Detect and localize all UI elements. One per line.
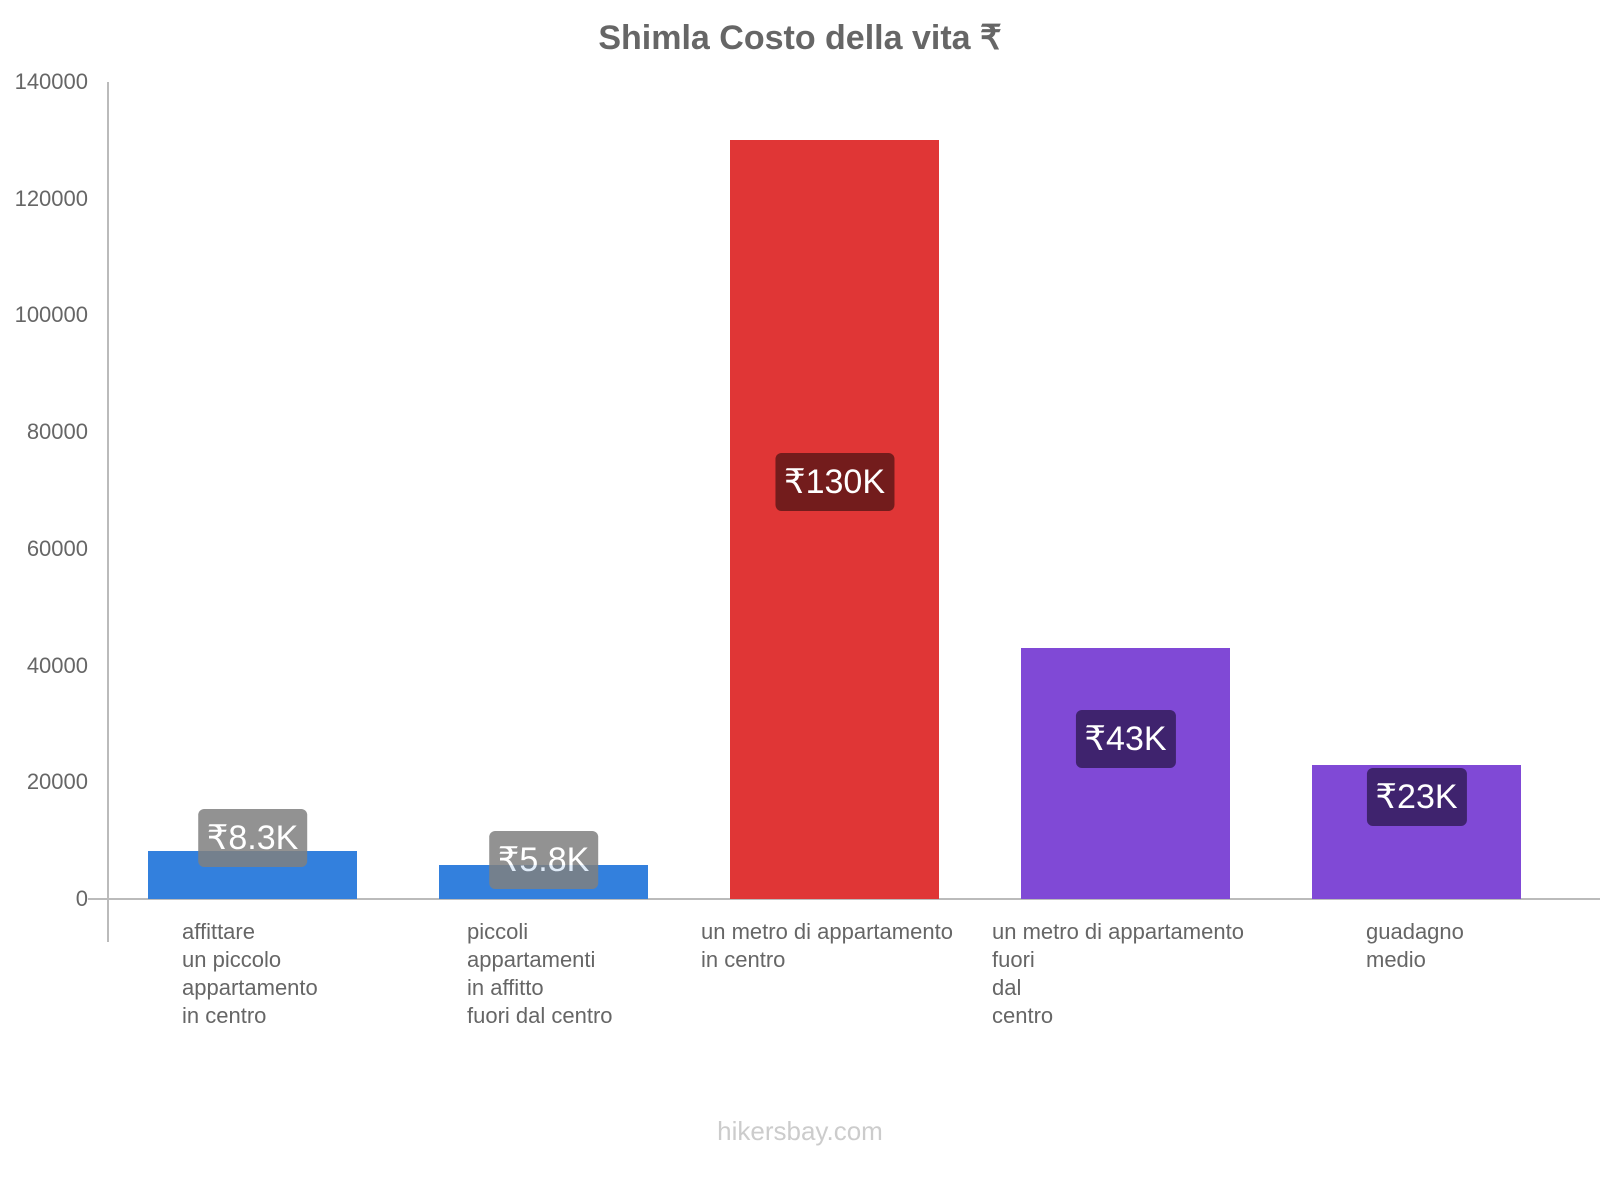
value-label: ₹5.8K <box>488 831 599 890</box>
value-label: ₹130K <box>774 453 895 511</box>
value-label: ₹43K <box>1075 710 1176 768</box>
y-tick-label: 100000 <box>14 302 88 327</box>
y-tick-label: 120000 <box>14 186 88 211</box>
chart-title: Shimla Costo della vita ₹ <box>598 19 1002 57</box>
x-category-label: guadagno medio <box>1366 919 1464 972</box>
y-tick-label: 140000 <box>14 69 88 94</box>
watermark: hikersbay.com <box>717 1116 883 1146</box>
y-tick-label: 60000 <box>26 536 88 561</box>
bar-sqm-apt-outside <box>1021 648 1230 899</box>
y-axis-line <box>107 82 109 942</box>
x-category-label: piccoli appartamenti in affitto fuori da… <box>467 919 613 1028</box>
y-tick-label: 20000 <box>26 769 88 794</box>
x-category-label: un metro di appartamento in centro <box>701 919 953 972</box>
y-tick-label: 80000 <box>26 419 88 444</box>
x-category-label: affittare un piccolo appartamento in cen… <box>182 919 318 1028</box>
x-axis-line <box>88 898 1600 900</box>
y-tick-label: 40000 <box>26 653 88 678</box>
value-label: ₹23K <box>1366 768 1467 826</box>
value-label: ₹8.3K <box>197 808 308 867</box>
bar-sqm-apt-center <box>730 140 939 899</box>
y-tick-label: 0 <box>75 886 88 911</box>
x-category-label: un metro di appartamento fuori dal centr… <box>992 919 1244 1028</box>
